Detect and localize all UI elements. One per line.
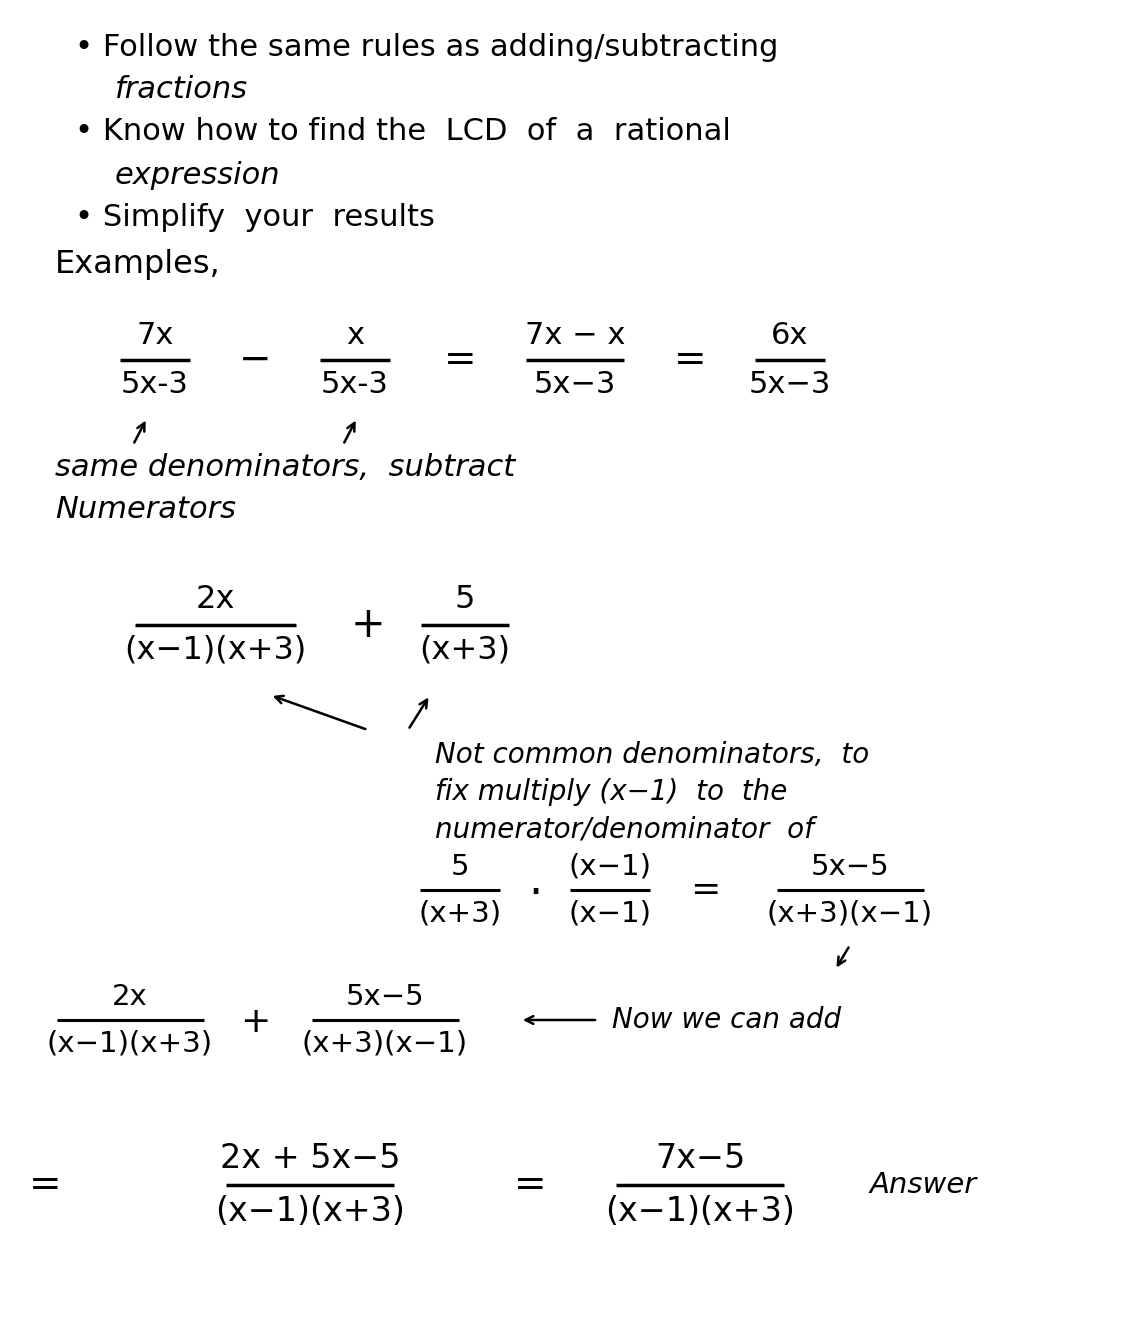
Text: • Simplify  your  results: • Simplify your results <box>75 204 435 233</box>
Text: +: + <box>240 1005 270 1039</box>
Text: 5x-3: 5x-3 <box>122 369 189 398</box>
Text: (x−1): (x−1) <box>568 853 651 881</box>
Text: ·: · <box>528 872 542 916</box>
Text: (x+3)(x−1): (x+3)(x−1) <box>302 1029 468 1057</box>
Text: same denominators,  subtract: same denominators, subtract <box>55 454 515 483</box>
Text: 5x−3: 5x−3 <box>749 369 831 398</box>
Text: x: x <box>346 321 364 351</box>
Text: 2x + 5x−5: 2x + 5x−5 <box>219 1142 400 1175</box>
Text: Not common denominators,  to: Not common denominators, to <box>435 741 870 769</box>
Text: 2x: 2x <box>112 983 147 1011</box>
Text: 5x−3: 5x−3 <box>534 369 617 398</box>
Text: 5x−5: 5x−5 <box>811 853 890 881</box>
Text: (x−1)(x+3): (x−1)(x+3) <box>605 1195 795 1228</box>
Text: (x−1)(x+3): (x−1)(x+3) <box>47 1029 213 1057</box>
Text: =: = <box>514 1166 547 1204</box>
Text: 5x−5: 5x−5 <box>345 983 424 1011</box>
Text: 6x: 6x <box>772 321 809 351</box>
Text: • Follow the same rules as adding/subtracting: • Follow the same rules as adding/subtra… <box>75 33 778 62</box>
Text: =: = <box>443 341 476 378</box>
Text: numerator/denominator  of: numerator/denominator of <box>435 815 813 843</box>
Text: (x−1)(x+3): (x−1)(x+3) <box>124 635 306 665</box>
Text: 7x−5: 7x−5 <box>655 1142 745 1175</box>
Text: (x+3): (x+3) <box>418 900 502 927</box>
Text: 5: 5 <box>455 585 475 615</box>
Text: fix multiply (x−1)  to  the: fix multiply (x−1) to the <box>435 778 788 806</box>
Text: (x−1): (x−1) <box>568 900 651 927</box>
Text: 7x: 7x <box>136 321 173 351</box>
Text: • Know how to find the  LCD  of  a  rational: • Know how to find the LCD of a rational <box>75 118 731 147</box>
Text: +: + <box>351 605 386 646</box>
Text: 7x − x: 7x − x <box>524 321 626 351</box>
Text: (x−1)(x+3): (x−1)(x+3) <box>215 1195 405 1228</box>
Text: =: = <box>29 1166 61 1204</box>
Text: −: − <box>238 341 271 378</box>
Text: Answer: Answer <box>870 1171 978 1199</box>
Text: 2x: 2x <box>196 585 235 615</box>
Text: expression: expression <box>115 160 280 189</box>
Text: Now we can add: Now we can add <box>612 1005 842 1035</box>
Text: Examples,: Examples, <box>55 250 221 280</box>
Text: =: = <box>674 341 706 378</box>
Text: =: = <box>690 873 720 908</box>
Text: fractions: fractions <box>115 75 249 105</box>
Text: (x+3): (x+3) <box>420 635 511 665</box>
Text: (x+3)(x−1): (x+3)(x−1) <box>767 900 933 927</box>
Text: Numerators: Numerators <box>55 496 236 524</box>
Text: 5: 5 <box>451 853 469 881</box>
Text: 5x-3: 5x-3 <box>321 369 389 398</box>
